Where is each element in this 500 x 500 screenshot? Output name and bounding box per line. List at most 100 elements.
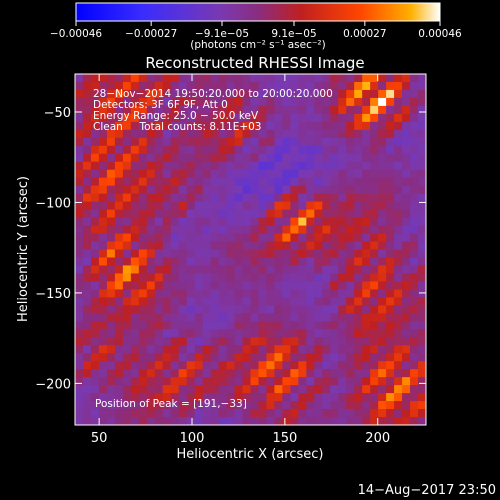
heatmap-cell <box>210 89 219 99</box>
heatmap-cell <box>354 137 363 147</box>
heatmap-cell <box>394 369 403 378</box>
heatmap-cell <box>178 321 188 330</box>
heatmap-cell <box>354 273 363 282</box>
heatmap-cell <box>290 377 299 386</box>
heatmap-cell <box>154 169 164 179</box>
heatmap-cells <box>75 74 426 425</box>
heatmap-cell <box>218 409 227 418</box>
heatmap-cell <box>330 257 339 266</box>
heatmap-cell <box>178 185 188 195</box>
heatmap-cell <box>178 345 188 354</box>
heatmap-cell <box>250 129 259 139</box>
heatmap-cell <box>290 241 299 250</box>
heatmap-cell <box>338 185 347 195</box>
heatmap-cell <box>306 233 315 242</box>
heatmap-cell <box>90 169 100 179</box>
heatmap-cell <box>258 273 267 282</box>
heatmap-cell <box>130 113 140 123</box>
heatmap-cell <box>330 225 339 234</box>
heatmap-cell <box>274 417 283 425</box>
heatmap-cell <box>82 281 92 290</box>
heatmap-cell <box>122 337 132 346</box>
heatmap-cell <box>162 209 172 218</box>
heatmap-cell <box>242 361 251 370</box>
heatmap-cell <box>226 417 235 425</box>
heatmap-cell <box>114 89 124 99</box>
heatmap-cell <box>370 153 379 163</box>
heatmap-cell <box>194 113 204 123</box>
heatmap-cell <box>138 74 148 83</box>
heatmap-cell <box>362 185 371 195</box>
heatmap-cell <box>98 281 108 290</box>
heatmap-cell <box>178 105 188 115</box>
heatmap-cell <box>418 217 426 226</box>
heatmap-cell <box>106 417 116 425</box>
heatmap-cell <box>402 193 411 203</box>
heatmap-cell <box>234 153 243 163</box>
heatmap-cell <box>178 233 188 242</box>
heatmap-cell <box>362 113 371 123</box>
heatmap-cell <box>274 185 283 195</box>
heatmap-cell <box>146 257 156 266</box>
heatmap-cell <box>114 145 124 155</box>
heatmap-cell <box>90 401 100 410</box>
heatmap-cell <box>298 265 307 274</box>
heatmap-cell <box>378 209 387 218</box>
heatmap-cell <box>90 369 100 378</box>
heatmap-cell <box>322 201 331 211</box>
heatmap-cell <box>274 137 283 147</box>
heatmap-cell <box>306 401 315 410</box>
heatmap-cell <box>266 89 275 99</box>
heatmap-cell <box>346 217 355 226</box>
heatmap-cell <box>82 145 92 155</box>
heatmap-cell <box>226 161 235 171</box>
heatmap-cell <box>178 121 188 131</box>
heatmap-cell <box>338 273 347 282</box>
heatmap-cell <box>250 401 259 410</box>
heatmap-cell <box>410 121 419 131</box>
heatmap-cell <box>90 177 100 187</box>
heatmap-cell <box>346 329 355 338</box>
heatmap-cell <box>162 409 172 418</box>
heatmap-cell <box>138 97 148 107</box>
heatmap-cell <box>178 281 188 290</box>
heatmap-cell <box>354 241 363 250</box>
heatmap-cell <box>106 81 116 91</box>
heatmap-cell <box>162 129 172 139</box>
heatmap-cell <box>194 265 204 274</box>
heatmap-cell <box>266 121 275 131</box>
heatmap-cell <box>266 369 275 378</box>
heatmap-cell <box>146 193 156 203</box>
heatmap-cell <box>106 297 116 306</box>
heatmap-cell <box>298 217 307 226</box>
heatmap-cell <box>178 361 188 370</box>
heatmap-cell <box>234 257 243 266</box>
heatmap-cell <box>106 169 116 179</box>
heatmap-cell <box>258 393 267 402</box>
heatmap-cell <box>266 233 275 242</box>
heatmap-cell <box>226 201 235 211</box>
heatmap-cell <box>402 289 411 298</box>
heatmap-cell <box>298 209 307 218</box>
heatmap-cell <box>114 417 124 425</box>
heatmap-cell <box>90 393 100 402</box>
heatmap-cell <box>354 385 363 394</box>
heatmap-cell <box>234 177 243 187</box>
heatmap-cell <box>90 289 100 298</box>
heatmap-cell <box>410 305 419 314</box>
heatmap-cell <box>402 305 411 314</box>
heatmap-cell <box>306 417 315 425</box>
heatmap-cell <box>338 409 347 418</box>
heatmap-cell <box>250 313 259 322</box>
heatmap-cell <box>266 417 275 425</box>
heatmap-cell <box>314 401 323 410</box>
heatmap-cell <box>90 281 100 290</box>
heatmap-cell <box>170 137 180 147</box>
heatmap-cell <box>242 337 251 346</box>
heatmap-cell <box>162 393 172 402</box>
heatmap-cell <box>362 153 371 163</box>
heatmap-cell <box>114 289 124 298</box>
heatmap-cell <box>346 74 355 83</box>
heatmap-cell <box>210 265 219 274</box>
heatmap-cell <box>250 153 259 163</box>
